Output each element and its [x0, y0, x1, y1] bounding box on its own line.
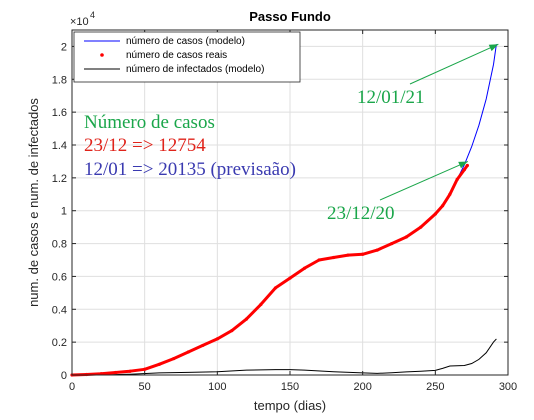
y-exponent-power: 4 — [90, 10, 95, 20]
x-tick-label: 0 — [69, 381, 75, 393]
y-tick-label: 1.8 — [52, 74, 67, 86]
y-tick-label: 1.2 — [52, 173, 67, 185]
series-point-reais — [317, 258, 321, 262]
legend-box — [73, 31, 301, 83]
series-point-reais — [186, 350, 190, 354]
series-point-reais — [332, 255, 336, 260]
x-tick-label: 200 — [353, 381, 371, 393]
series-point-reais — [302, 266, 307, 270]
tick-layer: 0 50 100 150 200 250 300 0 0.2 0.4 0.6 0.8 1 1.2 1.4 1.… — [52, 30, 517, 393]
series-point-reais — [346, 253, 350, 257]
y-tick-label: 0.6 — [52, 271, 67, 283]
series-point-reais — [215, 337, 219, 341]
y-axis-exponent: ×10 4 — [70, 10, 95, 28]
series-point-reais — [128, 369, 132, 373]
series-point-reais — [172, 356, 176, 361]
series-point-reais — [114, 370, 118, 375]
series-point-reais — [455, 177, 459, 182]
annotation-23-12-value: 23/12 => 12754 — [84, 135, 206, 156]
legend-label-infectados: número de infectados (modelo) — [126, 64, 264, 75]
x-tick-label: 50 — [139, 381, 151, 393]
series-point-reais — [259, 302, 263, 306]
annotation-12-01-prediction: 12/01 => 20135 (previsaão) — [84, 159, 296, 180]
series-point-reais — [273, 286, 278, 290]
annotation-12-01-21: 12/01/21 — [357, 87, 425, 108]
series-point-reais — [361, 252, 365, 256]
y-tick-label: 0 — [61, 370, 67, 382]
series-point-reais — [433, 212, 437, 216]
series-point-reais — [230, 329, 234, 333]
y-tick-label: 2 — [61, 41, 67, 53]
y-tick-label: 0.4 — [52, 304, 67, 316]
series-point-reais — [244, 317, 248, 321]
series-point-reais — [419, 225, 423, 229]
series-point-reais — [404, 235, 408, 239]
series-point-reais — [288, 276, 292, 280]
legend-label-reais: número de casos reais — [126, 50, 227, 61]
series-point-reais — [462, 168, 466, 172]
x-tick-label: 100 — [208, 381, 226, 393]
y-tick-label: 1.4 — [52, 140, 67, 152]
annotations: 12/01/21 23/12/20 Número de casos 23/12 … — [84, 43, 499, 224]
series-point-reais — [465, 163, 469, 168]
series-point-reais — [201, 343, 205, 348]
arrow-to-12-01-21 — [409, 43, 499, 85]
x-tick-label: 250 — [426, 381, 444, 393]
series-point-reais — [157, 362, 161, 366]
y-exponent-base: ×10 — [70, 16, 89, 28]
y-tick-label: 1.6 — [52, 107, 67, 119]
series-point-reais — [390, 241, 394, 246]
series-point-reais — [448, 192, 452, 196]
x-tick-label: 300 — [499, 381, 517, 393]
y-tick-label: 1 — [61, 206, 67, 218]
series-line-infectados — [72, 338, 497, 376]
y-axis-label: num. de casos e num. de infectados — [26, 98, 41, 307]
annotation-23-12-20: 23/12/20 — [327, 203, 395, 224]
legend-label-modelo: número de casos (modelo) — [126, 36, 245, 47]
arrow-to-23-12-20 — [379, 161, 469, 201]
chart-title: Passo Fundo — [249, 9, 331, 24]
annotation-numero-de-casos: Número de casos — [84, 112, 215, 133]
series-point-reais — [99, 372, 103, 376]
y-tick-label: 0.8 — [52, 239, 67, 251]
x-axis-label: tempo (dias) — [254, 398, 326, 413]
series-layer — [70, 44, 497, 377]
legend: número de casos (modelo) número de casos… — [73, 31, 301, 83]
legend-swatch-reais — [100, 53, 104, 57]
arrowhead-bottom — [458, 161, 468, 169]
y-tick-label: 0.2 — [52, 337, 67, 349]
series-point-reais — [441, 204, 445, 208]
series-point-reais — [143, 367, 147, 371]
series-point-reais — [375, 248, 379, 252]
x-tick-label: 150 — [281, 381, 299, 393]
arrowhead-top — [488, 44, 499, 52]
